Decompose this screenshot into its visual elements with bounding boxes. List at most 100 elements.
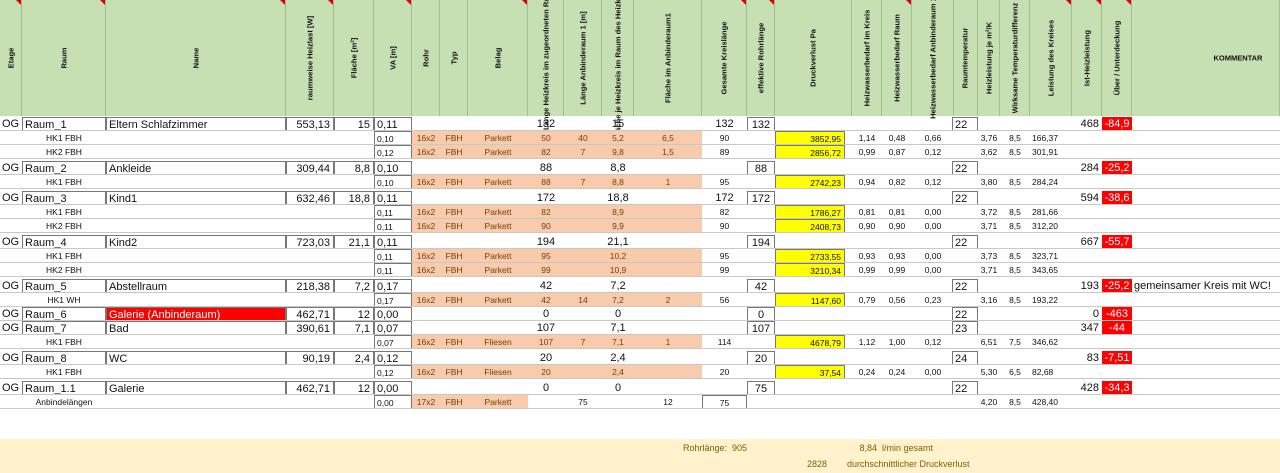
cell-heizkreis[interactable]: Anbindelängen — [35, 397, 93, 407]
cell-ueber[interactable]: -55,7 — [1102, 235, 1132, 249]
cell-ist[interactable]: 0 — [1092, 308, 1099, 320]
cell-laenge[interactable]: 0 — [542, 382, 550, 394]
cell-etage[interactable]: OG — [2, 118, 20, 130]
column-header[interactable]: Typ — [440, 0, 468, 116]
cell-typ[interactable]: FBH — [440, 293, 468, 307]
cell-anbinde[interactable]: 7 — [564, 335, 602, 349]
cell-laenge[interactable]: 90 — [528, 219, 564, 233]
cell-heizlast[interactable]: 632,46 — [286, 191, 334, 205]
cell-etage[interactable]: OG — [2, 162, 20, 174]
cell-tempdiff[interactable]: 8,5 — [1009, 221, 1021, 231]
cell-typ[interactable]: FBH — [440, 131, 468, 145]
cell-anbinde[interactable] — [564, 219, 602, 233]
cell-anbinde[interactable]: 14 — [564, 293, 602, 307]
cell-anbinde[interactable]: 75 — [578, 397, 588, 407]
column-header[interactable]: Wirksame Temperaturdifferenz — [1000, 0, 1030, 116]
cell-heizkreis[interactable]: HK2 FBH — [46, 265, 82, 275]
cell-leistung[interactable]: 166,37 — [1032, 133, 1058, 143]
cell-flaeche-hk[interactable]: 18,8 — [607, 192, 629, 204]
cell-flaeche[interactable]: 2,4 — [334, 351, 374, 365]
cell-anbinde[interactable]: 7 — [564, 145, 602, 159]
cell-flaeche-hk[interactable]: 7,1 — [610, 322, 626, 334]
cell-name[interactable]: Galerie (Anbinderaum) — [106, 307, 286, 321]
cell-hw-anb[interactable]: 0,00 — [924, 207, 942, 217]
column-header[interactable]: Fläche je Heizkreis im Raum des Heizkrei… — [602, 0, 634, 139]
cell-heizkreis[interactable]: HK2 FBH — [46, 221, 82, 231]
cell-hw-raum[interactable]: 0,93 — [888, 251, 906, 261]
cell-va[interactable]: 0,10 — [374, 175, 412, 189]
cell-flaeche-anb[interactable] — [634, 365, 702, 379]
cell-va[interactable]: 0,11 — [374, 219, 412, 233]
cell-laenge[interactable]: 107 — [528, 335, 564, 349]
cell-laenge[interactable]: 194 — [536, 236, 556, 248]
cell-druckverlust[interactable]: 4678,79 — [775, 335, 845, 349]
cell-druckverlust[interactable]: 2856,72 — [775, 145, 845, 159]
cell-typ[interactable]: FBH — [440, 145, 468, 159]
column-header[interactable]: Heizwasserbedarf im Kreis — [852, 0, 882, 116]
cell-leistung[interactable]: 301,91 — [1032, 147, 1058, 157]
cell-flaeche[interactable]: 7,2 — [334, 279, 374, 293]
cell-belag[interactable]: Fliesen — [468, 365, 528, 379]
cell-flaeche-hk[interactable]: 7,1 — [602, 335, 634, 349]
cell-raumtemp[interactable]: 22 — [952, 307, 978, 321]
cell-gesamt[interactable]: 56 — [719, 295, 730, 305]
cell-flaeche-hk[interactable]: 8,8 — [610, 162, 626, 174]
cell-flaeche-hk[interactable]: 8,9 — [602, 205, 634, 219]
cell-etage[interactable]: OG — [2, 308, 20, 320]
cell-hw-raum[interactable]: 1,00 — [888, 337, 906, 347]
cell-va[interactable]: 0,12 — [374, 365, 412, 379]
cell-flaeche-hk[interactable]: 7,2 — [610, 280, 626, 292]
cell-flaeche[interactable]: 18,8 — [334, 191, 374, 205]
cell-rohr[interactable]: 16x2 — [412, 145, 440, 159]
cell-flaeche-anb[interactable]: 1 — [634, 335, 702, 349]
cell-hw-raum[interactable]: 0,24 — [888, 367, 906, 377]
cell-heizleistung[interactable]: 4,20 — [980, 397, 998, 407]
cell-laenge[interactable]: 42 — [528, 293, 564, 307]
column-header[interactable]: raumweise Heizlast [W] — [286, 0, 334, 116]
cell-hw-raum[interactable]: 0,90 — [888, 221, 906, 231]
cell-flaeche-hk[interactable]: 2,4 — [602, 365, 634, 379]
cell-laenge[interactable]: 0 — [542, 308, 550, 320]
cell-flaeche-hk[interactable]: 21,1 — [607, 236, 629, 248]
cell-gesamt[interactable] — [702, 235, 747, 249]
column-header[interactable]: Länge Heizkreis im zugeordneten Raum — [528, 0, 564, 130]
cell-va[interactable]: 0,07 — [374, 335, 412, 349]
cell-heizkreis[interactable]: HK1 FBH — [46, 367, 82, 377]
cell-heizlast[interactable]: 462,71 — [286, 307, 334, 321]
cell-druckverlust[interactable]: 2408,73 — [775, 219, 845, 233]
cell-etage[interactable]: OG — [2, 382, 20, 394]
cell-gesamt[interactable]: 82 — [719, 207, 730, 217]
cell-typ[interactable]: FBH — [440, 175, 468, 189]
cell-flaeche[interactable]: 21,1 — [334, 235, 374, 249]
cell-tempdiff[interactable]: 8,5 — [1009, 177, 1021, 187]
cell-name[interactable]: Eltern Schlafzimmer — [106, 117, 286, 131]
cell-flaeche-hk[interactable]: 9,9 — [602, 219, 634, 233]
cell-va[interactable]: 0,12 — [374, 145, 412, 159]
cell-leistung[interactable]: 428,40 — [1032, 397, 1058, 407]
cell-belag[interactable]: Parkett — [468, 395, 528, 409]
cell-gesamt[interactable] — [702, 351, 747, 365]
cell-raum[interactable]: Raum_5 — [22, 279, 106, 293]
column-header[interactable]: Rohr — [412, 0, 440, 116]
cell-flaeche[interactable]: 12 — [334, 381, 374, 395]
cell-heizlast[interactable]: 553,13 — [286, 117, 334, 131]
cell-rohr[interactable]: 16x2 — [412, 249, 440, 263]
cell-kommentar[interactable]: gemeinsamer Kreis mit WC! — [1134, 280, 1271, 292]
cell-heizkreis[interactable]: HK1 FBH — [46, 177, 82, 187]
cell-laenge[interactable]: 95 — [528, 249, 564, 263]
cell-leistung[interactable]: 343,65 — [1032, 265, 1058, 275]
cell-rohr[interactable]: 16x2 — [412, 335, 440, 349]
cell-hw-kreis[interactable]: 0,81 — [858, 207, 876, 217]
cell-hw-anb[interactable]: 0,66 — [924, 133, 942, 143]
cell-ueber[interactable]: -84,9 — [1102, 117, 1132, 131]
cell-heizleistung[interactable]: 3,72 — [980, 207, 998, 217]
cell-typ[interactable]: FBH — [440, 263, 468, 277]
cell-hw-raum[interactable]: 0,87 — [888, 147, 906, 157]
cell-heizleistung[interactable]: 3,73 — [980, 251, 998, 261]
cell-name[interactable]: Kind1 — [106, 191, 286, 205]
cell-effektiv[interactable]: 107 — [747, 321, 775, 335]
cell-belag[interactable]: Fliesen — [468, 335, 528, 349]
cell-effektiv[interactable]: 172 — [747, 191, 775, 205]
column-header[interactable]: Etage — [0, 0, 22, 116]
cell-heizkreis[interactable]: HK1 WH — [47, 295, 81, 305]
